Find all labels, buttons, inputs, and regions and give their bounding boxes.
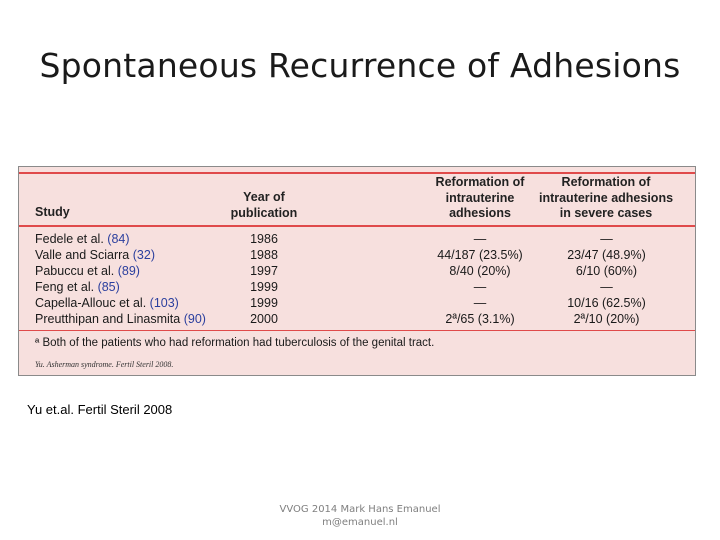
header-year-line1: Year of xyxy=(243,190,285,204)
cell-severe: — xyxy=(600,280,613,294)
cell-reformation: 8/40 (20%) xyxy=(449,264,511,278)
header-severe-line1: Reformation of xyxy=(561,175,651,189)
cell-reformation: 2ª/65 (3.1%) xyxy=(445,312,515,326)
header-study: Study xyxy=(35,205,70,219)
header-reformation-line2: intrauterine xyxy=(445,190,515,205)
cell-severe: 23/47 (48.9%) xyxy=(567,248,646,262)
cell-study: Valle and Sciarra (32) xyxy=(35,248,155,262)
cell-study: Capella-Allouc et al. (103) xyxy=(35,296,179,310)
cell-severe: — xyxy=(600,232,613,246)
cell-year: 1986 xyxy=(250,232,278,246)
cell-year: 1999 xyxy=(250,296,278,310)
header-reformation-line3: adhesions xyxy=(449,206,511,220)
cell-severe: 2ª/10 (20%) xyxy=(573,312,640,326)
cell-year: 1997 xyxy=(250,264,278,278)
table-bottom-rule xyxy=(19,330,695,331)
cell-year: 1988 xyxy=(250,248,278,262)
table-row: Fedele et al. (84) 1986 — — xyxy=(19,232,695,248)
header-reformation-line1: Reformation of xyxy=(435,175,525,189)
header-year-line2: publication xyxy=(230,205,298,220)
cell-study: Fedele et al. (84) xyxy=(35,232,130,246)
study-ref: (90) xyxy=(183,312,206,326)
adhesion-table: Study Year of publication Reformation of… xyxy=(18,166,696,376)
study-ref: (84) xyxy=(107,232,130,246)
table-row: Pabuccu et al. (89) 1997 8/40 (20%) 6/10… xyxy=(19,264,695,280)
header-severe-line2: intrauterine adhesions xyxy=(538,190,674,205)
cell-severe: 10/16 (62.5%) xyxy=(567,296,646,310)
cell-reformation: — xyxy=(473,232,487,246)
cell-reformation: — xyxy=(473,280,487,294)
study-name: Fedele et al. xyxy=(35,232,104,246)
study-name: Preutthipan and Linasmita xyxy=(35,312,181,326)
slide-title: Spontaneous Recurrence of Adhesions xyxy=(39,46,681,85)
cell-reformation: 44/187 (23.5%) xyxy=(437,248,523,262)
footer-email: m@emanuel.nl xyxy=(322,517,398,528)
study-name: Pabuccu et al. xyxy=(35,264,115,278)
cell-year: 1999 xyxy=(250,280,278,294)
slide-footer: VVOG 2014 Mark Hans Emanuel m@emanuel.nl xyxy=(0,503,720,529)
header-severe-line3: in severe cases xyxy=(559,206,653,220)
cell-year: 2000 xyxy=(250,312,278,326)
cell-severe: 6/10 (60%) xyxy=(575,264,638,278)
table-footnote: ª Both of the patients who had reformati… xyxy=(35,337,435,349)
study-name: Capella-Allouc et al. xyxy=(35,296,147,310)
cell-study: Preutthipan and Linasmita (90) xyxy=(35,312,206,326)
header-severe: Reformation of intrauterine adhesions in… xyxy=(531,175,681,222)
header-year: Year of publication xyxy=(219,190,309,221)
table-row: Valle and Sciarra (32) 1988 44/187 (23.5… xyxy=(19,248,695,264)
table-citation: Yu. Asherman syndrome. Fertil Steril 200… xyxy=(35,360,174,369)
table-top-rule xyxy=(19,172,695,174)
footer-author: VVOG 2014 Mark Hans Emanuel xyxy=(279,504,441,515)
table-row: Preutthipan and Linasmita (90) 2000 2ª/6… xyxy=(19,312,695,328)
study-ref: (32) xyxy=(132,248,155,262)
table-header-rule xyxy=(19,225,695,227)
study-ref: (89) xyxy=(117,264,140,278)
table-body: Fedele et al. (84) 1986 — — Valle and Sc… xyxy=(19,232,695,328)
header-reformation: Reformation of intrauterine adhesions xyxy=(415,175,545,222)
cell-reformation: — xyxy=(473,296,487,310)
source-caption: Yu et.al. Fertil Steril 2008 xyxy=(27,402,173,417)
study-name: Feng et al. xyxy=(35,280,95,294)
table-row: Capella-Allouc et al. (103) 1999 — 10/16… xyxy=(19,296,695,312)
cell-study: Pabuccu et al. (89) xyxy=(35,264,140,278)
study-ref: (103) xyxy=(149,296,179,310)
cell-study: Feng et al. (85) xyxy=(35,280,120,294)
study-name: Valle and Sciarra xyxy=(35,248,130,262)
study-ref: (85) xyxy=(97,280,120,294)
table-row: Feng et al. (85) 1999 — — xyxy=(19,280,695,296)
